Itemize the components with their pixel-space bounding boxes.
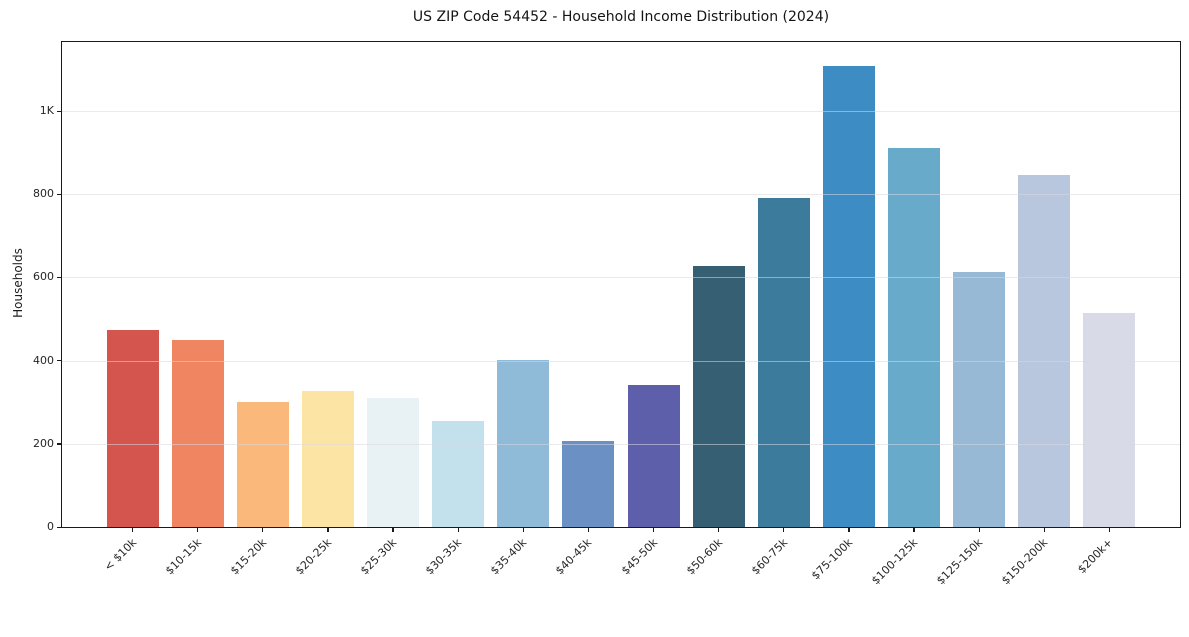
bar-slot-15-20k	[230, 42, 295, 527]
x-tick-mark-60-75k	[783, 527, 785, 532]
bar-slot-100-125k	[882, 42, 947, 527]
bar-slot-10-15k	[165, 42, 230, 527]
bar-125-150k	[953, 272, 1006, 527]
x-tick-mark-20-25k	[327, 527, 329, 532]
bar-slot-10k	[100, 42, 165, 527]
y-tick-mark-800	[57, 193, 62, 196]
y-tick-label-600: 600	[33, 270, 54, 284]
y-tick-label-800: 800	[33, 187, 54, 201]
bar-35-40k	[497, 359, 550, 527]
bar-slot-40-45k	[556, 42, 621, 527]
bar-75-100k	[822, 65, 875, 527]
x-tick-mark-45-50k	[652, 527, 655, 532]
bar-slot-200k	[1077, 42, 1142, 527]
x-tick-mark-150-200k	[1043, 527, 1045, 532]
bar-slot-30-35k	[426, 42, 491, 527]
bar-10k	[106, 329, 159, 527]
bar-slot-75-100k	[816, 42, 881, 527]
x-tick-mark-25-30k	[392, 527, 394, 532]
y-tick-label-1000: 1K	[39, 104, 54, 118]
y-tick-label-200: 200	[33, 436, 54, 450]
bar-slot-25-30k	[361, 42, 426, 527]
x-tick-mark-30-35k	[457, 527, 459, 532]
plot-area	[61, 41, 1181, 528]
bar-150-200k	[1018, 174, 1071, 527]
x-tick-mark-125-150k	[978, 527, 980, 532]
x-tick-mark-200k	[1108, 527, 1111, 532]
bars-container	[62, 42, 1180, 527]
y-tick-mark-600	[57, 276, 62, 279]
bar-200k	[1083, 312, 1136, 527]
y-tick-label-0: 0	[47, 520, 54, 533]
bar-100-125k	[888, 147, 941, 527]
bar-slot-50-60k	[686, 42, 751, 527]
bar-slot-20-25k	[295, 42, 360, 527]
bar-40-45k	[562, 440, 615, 527]
x-tick-mark-10k	[131, 527, 134, 532]
x-tick-mark-50-60k	[718, 527, 720, 532]
bar-50-60k	[692, 265, 745, 527]
bar-45-50k	[627, 384, 680, 527]
x-tick-mark-10-15k	[197, 527, 199, 532]
bar-10-15k	[171, 339, 224, 527]
y-tick-mark-0	[57, 526, 62, 528]
x-tick-mark-15-20k	[262, 527, 264, 532]
bar-30-35k	[432, 420, 485, 527]
bar-slot-125-150k	[947, 42, 1012, 527]
y-tick-mark-200	[57, 443, 62, 445]
y-tick-mark-1000	[57, 110, 62, 112]
y-tick-mark-400	[57, 360, 62, 362]
household-income-bar-chart: US ZIP Code 54452 - Household Income Dis…	[11, 9, 1181, 588]
x-tick-mark-35-40k	[522, 527, 524, 532]
chart-title: US ZIP Code 54452 - Household Income Dis…	[412, 9, 830, 25]
bar-slot-150-200k	[1012, 42, 1077, 527]
x-tick-mark-100-125k	[913, 527, 915, 532]
x-tick-mark-40-45k	[587, 527, 590, 532]
x-tick-mark-75-100k	[848, 527, 850, 532]
y-tick-label-400: 400	[33, 353, 54, 367]
bar-60-75k	[757, 197, 810, 527]
bar-25-30k	[367, 398, 420, 527]
bar-slot-35-40k	[491, 42, 556, 527]
bar-15-20k	[236, 401, 289, 527]
bar-20-25k	[301, 391, 354, 527]
bar-slot-60-75k	[751, 42, 816, 527]
bar-slot-45-50k	[621, 42, 686, 527]
